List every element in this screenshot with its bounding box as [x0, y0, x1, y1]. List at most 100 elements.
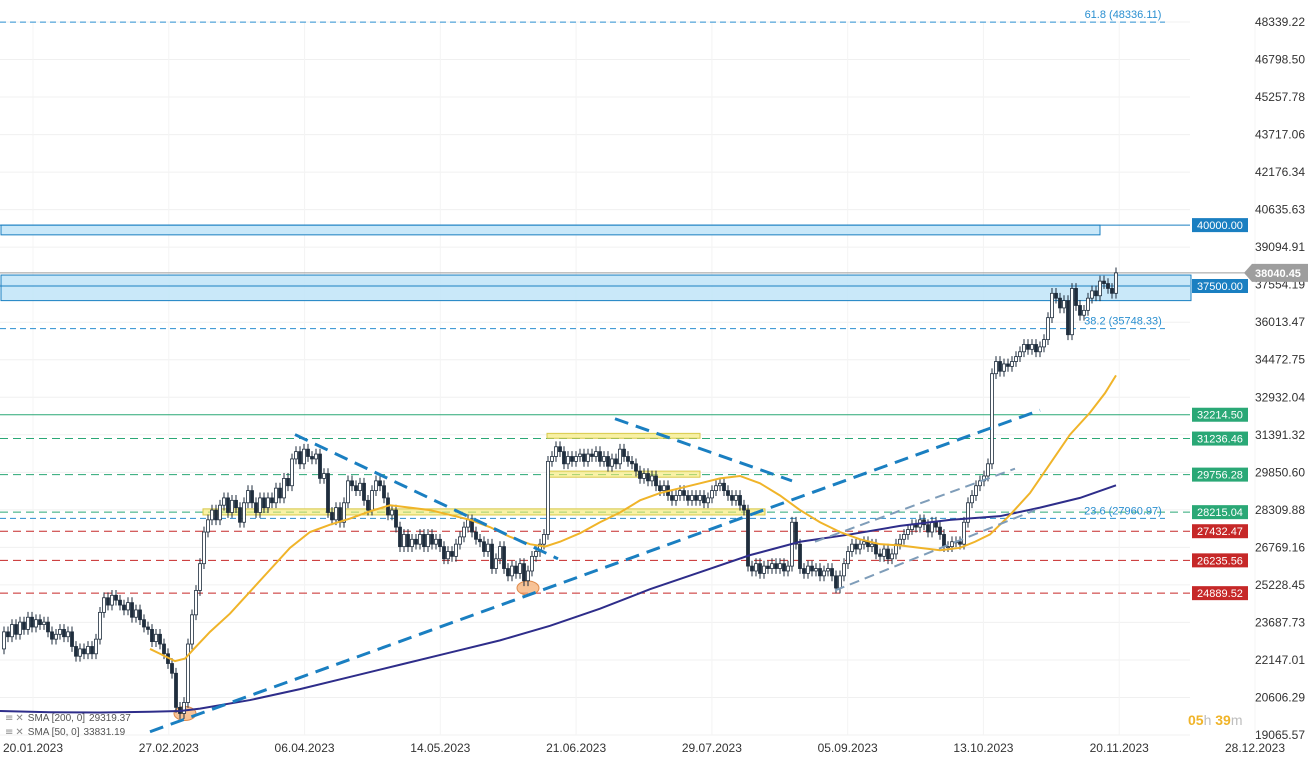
candle-body [414, 538, 418, 545]
candle-body [1018, 351, 1022, 358]
candle-body [942, 534, 946, 548]
candle-body [754, 563, 758, 572]
candle-body [846, 551, 850, 565]
candle-body [974, 485, 978, 496]
price-level-tag [1192, 505, 1248, 520]
candle-body [1106, 283, 1110, 289]
x-tick-label: 27.02.2023 [139, 741, 199, 755]
candle-body [174, 672, 178, 708]
highlight-rect [202, 508, 766, 516]
close-icon[interactable]: ✕ [15, 713, 24, 724]
menu-icon[interactable]: ≡ [5, 727, 14, 738]
candle-body [798, 543, 802, 569]
candle-body [634, 463, 638, 472]
candle-body [102, 597, 106, 613]
candle-body [66, 631, 70, 638]
y-tick-label: 40635.63 [1255, 203, 1305, 217]
candle-body [1098, 280, 1102, 297]
candle-body [438, 538, 442, 548]
price-level-tag [1192, 218, 1248, 233]
candle-body [10, 624, 14, 638]
candle-body [298, 451, 302, 465]
candle-body [290, 458, 294, 487]
candle-body [930, 521, 934, 533]
candle-body [674, 495, 678, 501]
candle-body [1066, 300, 1070, 336]
candle-body [966, 502, 970, 523]
candle-body [406, 534, 410, 548]
y-tick-label: 48339.22 [1255, 15, 1305, 29]
candle-body [142, 619, 146, 628]
candle-body [814, 568, 818, 572]
candle-body [130, 602, 134, 618]
candle-body [46, 621, 50, 633]
candle-body [970, 495, 974, 504]
candle-body [870, 543, 874, 548]
candle-body [494, 558, 498, 569]
close-icon[interactable]: ✕ [15, 727, 24, 738]
candle-body [618, 448, 622, 465]
candle-body [370, 490, 374, 511]
candle-body [626, 456, 630, 462]
candle-body [90, 646, 94, 655]
candle-body [598, 451, 602, 462]
candle-body [330, 512, 334, 521]
candle-body [334, 507, 338, 521]
candle-body [614, 458, 618, 465]
candle-body [214, 509, 218, 521]
candle-body [254, 502, 258, 513]
candle-body [758, 563, 762, 574]
candle-body [518, 563, 522, 574]
candle-body [730, 495, 734, 501]
candle-body [158, 633, 162, 645]
candle-body [318, 453, 322, 479]
price-level-label: 26235.56 [1197, 555, 1243, 567]
candle-body [278, 487, 282, 499]
candle-body [30, 616, 34, 628]
candle-body [702, 495, 706, 504]
candle-body [1086, 297, 1090, 311]
candle-body [122, 604, 126, 611]
candle-body [862, 541, 866, 545]
candle-body [1110, 288, 1114, 294]
legend-item-sma200[interactable]: ≡ ✕ SMA [200, 0] 29319.37 [5, 712, 131, 725]
y-tick-label: 42176.34 [1255, 165, 1305, 179]
y-tick-label: 36013.47 [1255, 315, 1305, 329]
x-tick-label: 29.07.2023 [682, 741, 742, 755]
candle-body [622, 448, 626, 457]
candle-body [382, 485, 386, 499]
sma50-line [149, 374, 1117, 663]
y-tick-label: 26769.16 [1255, 540, 1305, 554]
candle-body [186, 643, 190, 703]
candle-body [990, 373, 994, 465]
candle-body [146, 626, 150, 630]
x-tick-label: 05.09.2023 [818, 741, 878, 755]
candle-body [1058, 297, 1062, 309]
fib-level-label: 38.2 (35748.33) [1084, 316, 1162, 328]
candle-body [262, 497, 266, 509]
candle-body [578, 453, 582, 457]
candle-body [1046, 317, 1050, 340]
candle-body [762, 565, 766, 574]
candle-body [358, 482, 362, 491]
y-tick-label: 19065.57 [1255, 728, 1305, 742]
y-tick-label: 31391.32 [1255, 428, 1305, 442]
candle-body [490, 543, 494, 569]
last-price-tag [1244, 263, 1308, 282]
menu-icon[interactable]: ≡ [5, 713, 14, 724]
candle-body [854, 543, 858, 550]
candle-body [78, 648, 82, 657]
legend-item-sma50[interactable]: ≡ ✕ SMA [50, 0] 33831.19 [5, 726, 125, 739]
candle-body [638, 470, 642, 479]
x-tick-label: 21.06.2023 [546, 741, 606, 755]
candle-body [726, 490, 730, 496]
candle-body [566, 456, 570, 465]
candle-body [938, 526, 942, 535]
legend-value-sma200: 29319.37 [89, 713, 131, 724]
x-tick-label: 14.05.2023 [410, 741, 470, 755]
candle-body [1094, 290, 1098, 297]
candle-body [698, 495, 702, 501]
candle-body [22, 621, 26, 630]
